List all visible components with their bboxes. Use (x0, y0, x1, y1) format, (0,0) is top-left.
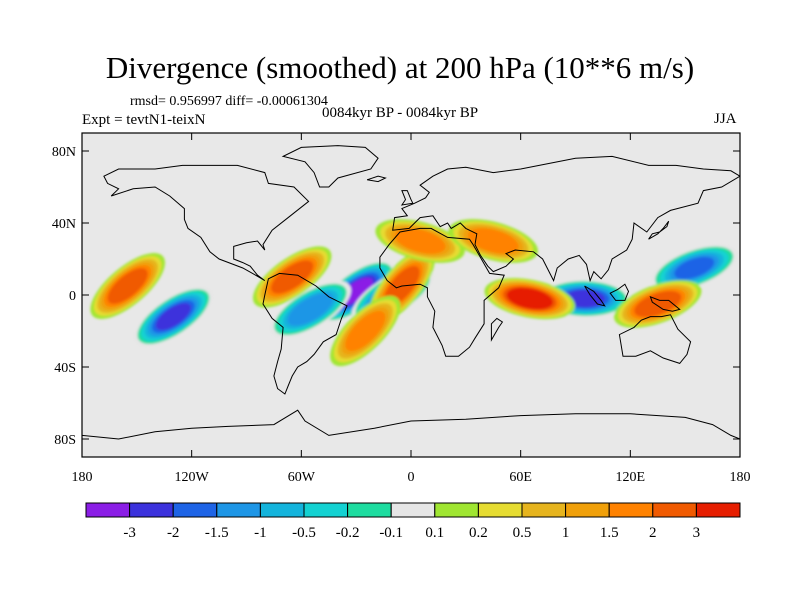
field-feature (650, 244, 739, 292)
lon-tick-label: 180 (72, 470, 93, 485)
colorbar-box (85, 502, 131, 518)
divergence-field (90, 219, 739, 367)
colorbar-box (652, 502, 697, 518)
colorbar-label: -0.5 (292, 525, 316, 541)
field-feature (252, 246, 332, 308)
latitude-axis: 80N 40N 0 40S 80S (52, 145, 740, 448)
colorbar-label: -1 (254, 525, 267, 541)
colorbar-box (129, 502, 174, 518)
field-feature (614, 280, 702, 328)
colorbar-box (521, 502, 567, 518)
contour-band (510, 289, 550, 308)
lon-tick-label: 60W (288, 470, 316, 485)
colorbar: -3 -2 -1.5 -1 -0.5 -0.2 -0.1 0.1 0.2 0.5 1 1.5 2 3 (85, 502, 741, 541)
field-feature (133, 286, 213, 347)
contour-band (349, 314, 382, 348)
colorbar-box (477, 502, 523, 518)
lon-tick-label: 120E (616, 470, 646, 485)
coastline (649, 295, 681, 312)
colorbar-box (608, 502, 654, 518)
colorbar-label: -0.2 (336, 525, 360, 541)
lat-tick-label: 40N (52, 217, 76, 232)
coastline (262, 272, 348, 395)
contour-band (674, 256, 715, 280)
colorbar-label: -1.5 (205, 525, 229, 541)
lat-tick-label: 80N (52, 145, 76, 160)
colorbar-box (259, 502, 305, 518)
colorbar-box (695, 502, 741, 518)
coastline (584, 285, 606, 307)
coastline (392, 155, 740, 283)
lat-tick-label: 40S (54, 361, 76, 376)
field-feature (448, 219, 538, 263)
colorbar-box (434, 502, 479, 518)
colorbar-label: -0.1 (379, 525, 403, 541)
colorbar-label: 0.2 (469, 525, 488, 541)
colorbar-box (172, 502, 218, 518)
coastline (648, 220, 670, 240)
coastline (379, 227, 505, 357)
colorbar-label: 2 (649, 525, 657, 541)
colorbar-label: 0.1 (425, 525, 444, 541)
plot-title: Divergence (smoothed) at 200 hPa (10**6 … (105, 50, 695, 85)
colorbar-label: 1 (562, 525, 570, 541)
colorbar-label: 3 (693, 525, 701, 541)
contour-band (274, 263, 310, 291)
period-label: 0084kyr BP - 0084kyr BP (322, 105, 479, 121)
lon-tick-label: 60E (509, 470, 532, 485)
colorbar-box (347, 502, 392, 518)
coastline (609, 283, 630, 301)
coastline (490, 317, 504, 342)
rmsd-diff-stats: rmsd= 0.956997 diff= -0.00061304 (130, 94, 328, 109)
colorbar-box (216, 502, 261, 518)
field-feature (330, 295, 401, 367)
colorbar-label: -3 (123, 525, 136, 541)
season-label: JJA (714, 111, 737, 127)
coastlines (82, 145, 740, 457)
coastline (400, 190, 414, 206)
coastline (618, 314, 692, 364)
colorbar-box (303, 502, 349, 518)
colorbar-label: 1.5 (600, 525, 619, 541)
colorbar-label: 0.5 (513, 525, 532, 541)
experiment-label: Expt = tevtN1-teixN (82, 112, 206, 128)
coastline (82, 409, 740, 457)
colorbar-label: -2 (167, 525, 180, 541)
contour-band (291, 296, 330, 323)
lat-tick-label: 80S (54, 433, 76, 448)
contour-band (472, 230, 514, 252)
lon-tick-label: 180 (730, 470, 751, 485)
contour-band (155, 303, 191, 331)
colorbar-box (565, 502, 610, 518)
coastline (103, 164, 310, 282)
field-feature (484, 277, 576, 320)
contour-band (111, 271, 145, 301)
lon-tick-label: 120W (175, 470, 210, 485)
lon-tick-label: 0 (408, 470, 415, 485)
colorbar-box (390, 502, 436, 518)
contour-band (638, 293, 678, 315)
contour-band (399, 230, 441, 252)
longitude-axis: 180 120W 60W 0 60E 120E 180 (72, 133, 751, 485)
coastline (281, 145, 379, 188)
coastline (366, 175, 387, 183)
lat-tick-label: 0 (69, 289, 76, 304)
field-feature (90, 253, 165, 319)
